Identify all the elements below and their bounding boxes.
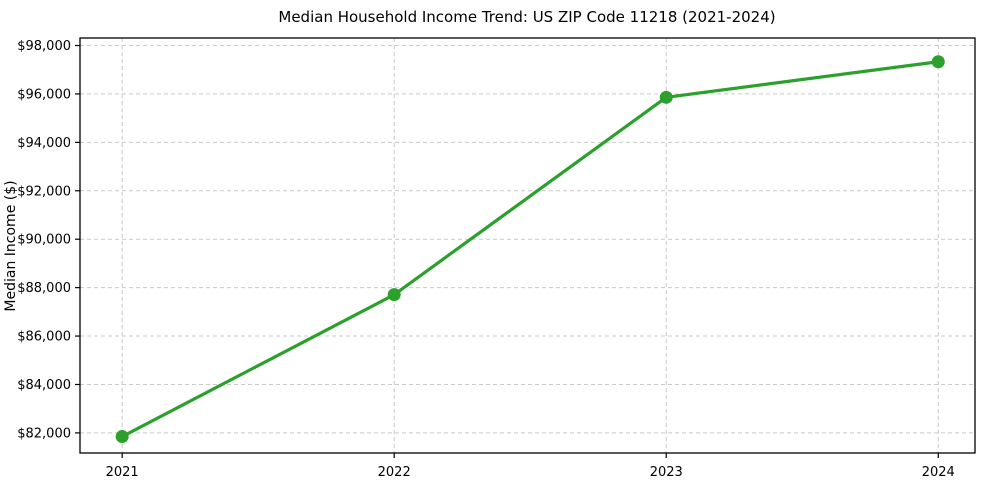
y-tick-label: $90,000 [17, 233, 71, 248]
x-tick-label: 2023 [650, 465, 683, 480]
x-tick-label: 2022 [378, 465, 411, 480]
y-tick-label: $92,000 [17, 184, 71, 199]
trend-line [120, 60, 940, 439]
data-point [115, 430, 129, 444]
y-tick-label: $86,000 [17, 330, 71, 345]
y-axis-label: Median Income ($) [3, 180, 19, 311]
chart-title: Median Household Income Trend: US ZIP Co… [278, 8, 775, 26]
y-tick-label: $94,000 [17, 136, 71, 151]
y-tick-label: $84,000 [17, 378, 71, 393]
y-tick-label: $98,000 [17, 39, 71, 54]
data-point [387, 288, 401, 302]
data-point [659, 90, 673, 104]
y-tick-label: $96,000 [17, 87, 71, 102]
plot-border [79, 37, 976, 454]
x-tick-label: 2021 [106, 465, 139, 480]
plot-background [80, 38, 975, 453]
x-tick-label: 2024 [922, 465, 955, 480]
y-tick-label: $82,000 [17, 426, 71, 441]
plot-generated-content: $82,000 $84,000 $86,000 $88,000 $90,000 $92,0… [17, 37, 976, 480]
y-tick-label: $88,000 [17, 281, 71, 296]
data-point [931, 55, 945, 69]
